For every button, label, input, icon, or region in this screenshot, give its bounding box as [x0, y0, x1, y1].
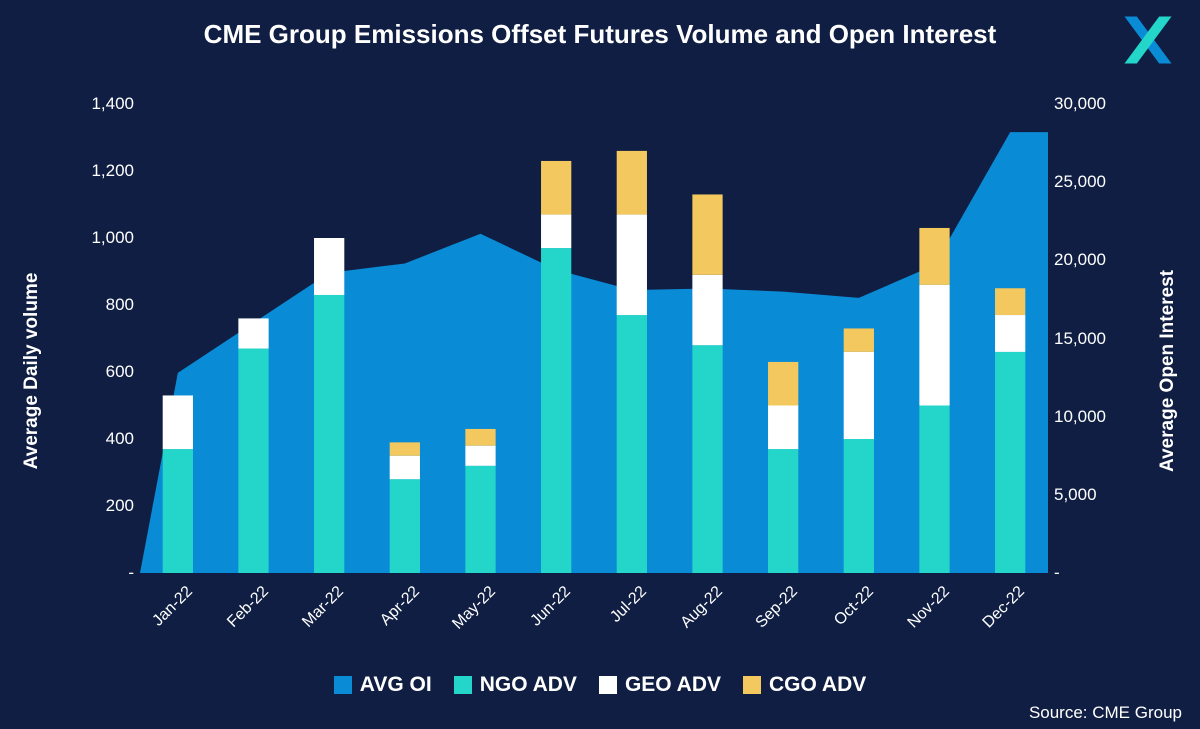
y-axis-right-label: Average Open Interest [1157, 269, 1179, 471]
bar-segment [844, 439, 874, 573]
legend: AVG OI NGO ADV GEO ADV CGO ADV [0, 673, 1200, 697]
y-left-tick: 800 [82, 295, 134, 315]
bar-segment [617, 151, 647, 215]
bar-segment [465, 446, 495, 466]
bar-segment [692, 194, 722, 274]
bar-segment [541, 248, 571, 573]
source-attribution: Source: CME Group [1029, 703, 1182, 723]
legend-label: AVG OI [360, 673, 432, 697]
legend-item-geo-adv: GEO ADV [599, 673, 721, 697]
bar-segment [617, 315, 647, 573]
bar-segment [163, 395, 193, 449]
legend-swatch [334, 676, 352, 694]
y-left-tick: 400 [82, 429, 134, 449]
bar-segment [314, 238, 344, 295]
legend-label: GEO ADV [625, 673, 721, 697]
bar-segment [541, 215, 571, 249]
bar-segment [995, 352, 1025, 573]
legend-label: NGO ADV [480, 673, 577, 697]
bar-segment [692, 345, 722, 573]
bar-segment [314, 295, 344, 573]
y-right-tick: - [1054, 563, 1118, 583]
bar-segment [163, 449, 193, 573]
bar-segment [919, 228, 949, 285]
bar-segment [465, 429, 495, 446]
bar-segment [844, 352, 874, 439]
legend-item-avg-oi: AVG OI [334, 673, 432, 697]
legend-item-cgo-adv: CGO ADV [743, 673, 866, 697]
bar-segment [238, 318, 268, 348]
chart-title: CME Group Emissions Offset Futures Volum… [0, 0, 1200, 59]
bar-segment [919, 406, 949, 574]
bar-segment [390, 442, 420, 455]
bar-segment [844, 328, 874, 351]
bar-segment [768, 449, 798, 573]
y-left-tick: 600 [82, 362, 134, 382]
y-right-tick: 25,000 [1054, 172, 1118, 192]
y-left-tick: - [82, 563, 134, 583]
legend-label: CGO ADV [769, 673, 866, 697]
y-right-tick: 15,000 [1054, 329, 1118, 349]
legend-swatch [743, 676, 761, 694]
bar-segment [238, 349, 268, 573]
plot-svg [40, 96, 1160, 645]
bar-segment [465, 466, 495, 573]
bar-segment [541, 161, 571, 215]
bar-segment [617, 215, 647, 315]
y-right-tick: 20,000 [1054, 250, 1118, 270]
bar-segment [995, 315, 1025, 352]
bar-segment [995, 288, 1025, 315]
y-right-tick: 30,000 [1054, 94, 1118, 114]
bar-segment [768, 362, 798, 406]
y-right-tick: 10,000 [1054, 407, 1118, 427]
y-left-tick: 1,400 [82, 94, 134, 114]
bar-segment [390, 456, 420, 479]
bar-segment [692, 275, 722, 345]
bar-segment [768, 406, 798, 450]
area-series-avg-oi [140, 132, 1048, 573]
legend-swatch [599, 676, 617, 694]
brand-logo [1120, 12, 1176, 68]
bar-segment [390, 479, 420, 573]
y-left-tick: 200 [82, 496, 134, 516]
y-left-tick: 1,200 [82, 161, 134, 181]
legend-swatch [454, 676, 472, 694]
bar-segment [919, 285, 949, 406]
y-right-tick: 5,000 [1054, 485, 1118, 505]
y-left-tick: 1,000 [82, 228, 134, 248]
legend-item-ngo-adv: NGO ADV [454, 673, 577, 697]
chart-area: Average Daily volume Average Open Intere… [40, 96, 1160, 645]
